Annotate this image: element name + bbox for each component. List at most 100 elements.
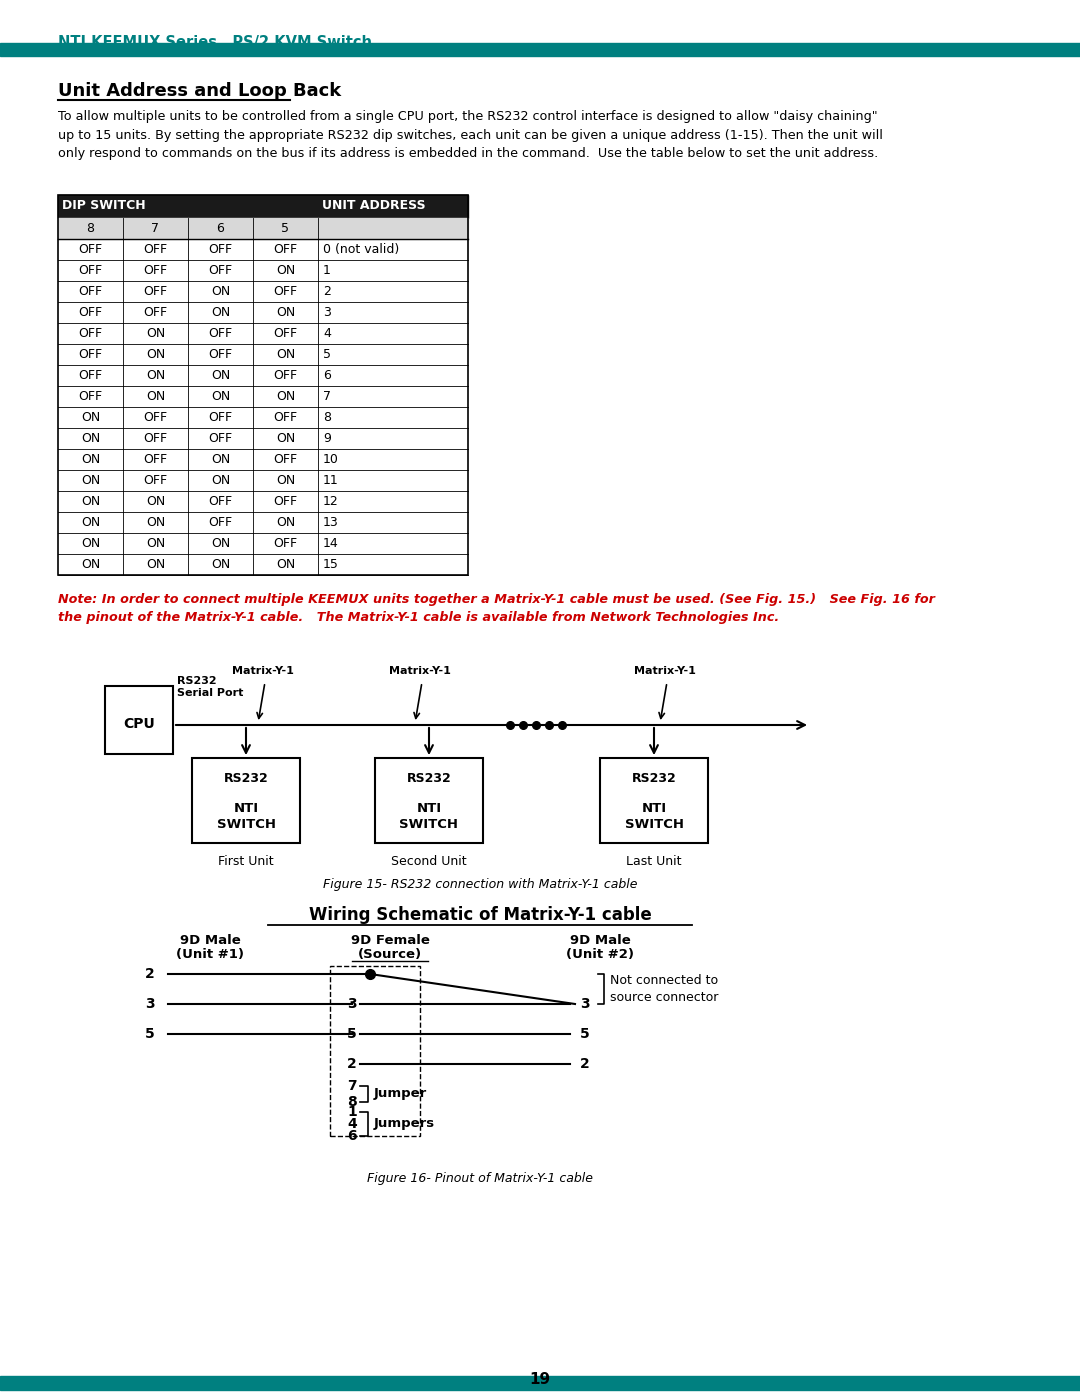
Text: Jumper: Jumper [374, 1087, 428, 1101]
Text: ON: ON [211, 453, 230, 467]
Text: 9D Male: 9D Male [569, 935, 631, 947]
Text: 5: 5 [145, 1027, 156, 1041]
Text: ON: ON [146, 495, 165, 509]
Text: OFF: OFF [79, 348, 103, 360]
Text: OFF: OFF [79, 243, 103, 256]
Text: (Source): (Source) [357, 949, 422, 961]
Text: 9D Male: 9D Male [179, 935, 241, 947]
Text: 9D Female: 9D Female [351, 935, 430, 947]
Text: Serial Port: Serial Port [177, 687, 243, 698]
Text: 8: 8 [348, 1095, 357, 1109]
Text: OFF: OFF [273, 411, 298, 425]
Text: OFF: OFF [208, 348, 232, 360]
Text: 11: 11 [323, 474, 339, 488]
Text: ON: ON [211, 285, 230, 298]
Text: ON: ON [81, 432, 100, 446]
Text: OFF: OFF [273, 536, 298, 550]
Text: Note: In order to connect multiple KEEMUX units together a Matrix-Y-1 cable must: Note: In order to connect multiple KEEMU… [58, 592, 935, 624]
Text: 3: 3 [580, 997, 590, 1011]
Text: 1: 1 [323, 264, 330, 277]
Text: ON: ON [275, 306, 295, 319]
Text: Matrix-Y-1: Matrix-Y-1 [389, 666, 451, 676]
Text: 12: 12 [323, 495, 339, 509]
Text: 5: 5 [580, 1027, 590, 1041]
Text: ON: ON [211, 474, 230, 488]
Bar [0, 1382, 1080, 1390]
Text: Unit Address and Loop Back: Unit Address and Loop Back [58, 82, 341, 101]
Text: OFF: OFF [144, 453, 167, 467]
Text: OFF: OFF [273, 243, 298, 256]
Text: 7: 7 [348, 1078, 357, 1092]
Bar [600, 759, 708, 842]
Text: SWITCH: SWITCH [216, 819, 275, 831]
Text: ON: ON [275, 348, 295, 360]
Text: RS232: RS232 [177, 676, 217, 686]
Text: Wiring Schematic of Matrix-Y-1 cable: Wiring Schematic of Matrix-Y-1 cable [309, 907, 651, 923]
Text: Not connected to
source connector: Not connected to source connector [610, 974, 718, 1004]
Text: SWITCH: SWITCH [400, 819, 459, 831]
Text: 3: 3 [348, 997, 357, 1011]
Text: OFF: OFF [273, 327, 298, 339]
Text: 14: 14 [323, 536, 339, 550]
Text: 10: 10 [323, 453, 339, 467]
Text: 2: 2 [145, 967, 156, 981]
Text: 2: 2 [323, 285, 330, 298]
Text: Figure 16- Pinout of Matrix-Y-1 cable: Figure 16- Pinout of Matrix-Y-1 cable [367, 1172, 593, 1185]
Text: ON: ON [81, 495, 100, 509]
Text: ON: ON [275, 557, 295, 571]
Text: ON: ON [81, 536, 100, 550]
Text: (Unit #1): (Unit #1) [176, 949, 244, 961]
Text: ON: ON [211, 369, 230, 381]
Text: OFF: OFF [144, 285, 167, 298]
Text: 6: 6 [217, 222, 225, 235]
Text: 4: 4 [323, 327, 330, 339]
Text: ON: ON [146, 515, 165, 529]
Text: ON: ON [81, 411, 100, 425]
Text: OFF: OFF [144, 432, 167, 446]
Text: NTI KEEMUX Series   PS/2 KVM Switch: NTI KEEMUX Series PS/2 KVM Switch [58, 35, 372, 50]
Text: ON: ON [211, 306, 230, 319]
Text: ON: ON [211, 536, 230, 550]
Text: OFF: OFF [144, 474, 167, 488]
Bar [58, 218, 468, 239]
Text: OFF: OFF [273, 495, 298, 509]
Text: UNIT ADDRESS: UNIT ADDRESS [322, 198, 426, 212]
Bar [192, 759, 300, 842]
Text: OFF: OFF [208, 515, 232, 529]
Text: 9: 9 [323, 432, 330, 446]
Text: NTI: NTI [233, 802, 258, 814]
Text: First Unit: First Unit [218, 855, 274, 868]
Text: OFF: OFF [79, 327, 103, 339]
Text: Matrix-Y-1: Matrix-Y-1 [634, 666, 696, 676]
Text: 5: 5 [323, 348, 330, 360]
Text: 3: 3 [323, 306, 330, 319]
Text: 3: 3 [146, 997, 156, 1011]
Text: 7: 7 [323, 390, 330, 402]
Text: CPU: CPU [123, 717, 154, 731]
Text: ON: ON [146, 557, 165, 571]
Text: ON: ON [81, 474, 100, 488]
Text: OFF: OFF [144, 264, 167, 277]
Text: ON: ON [146, 369, 165, 381]
Text: NTI: NTI [642, 802, 666, 814]
Text: 6: 6 [348, 1129, 357, 1143]
Text: 7: 7 [151, 222, 160, 235]
Bar [0, 43, 1080, 47]
Text: OFF: OFF [144, 306, 167, 319]
Text: RS232: RS232 [632, 773, 676, 785]
Text: DIP SWITCH: DIP SWITCH [62, 198, 146, 212]
Bar [0, 1376, 1080, 1382]
Text: OFF: OFF [273, 285, 298, 298]
Text: OFF: OFF [144, 243, 167, 256]
Text: 1: 1 [348, 1105, 357, 1119]
Text: Jumpers: Jumpers [374, 1118, 435, 1130]
Bar [375, 759, 483, 842]
Text: OFF: OFF [208, 495, 232, 509]
Text: 6: 6 [323, 369, 330, 381]
Text: 5: 5 [282, 222, 289, 235]
Text: ON: ON [146, 536, 165, 550]
Text: ON: ON [275, 264, 295, 277]
Text: ON: ON [275, 432, 295, 446]
Text: OFF: OFF [208, 411, 232, 425]
Text: To allow multiple units to be controlled from a single CPU port, the RS232 contr: To allow multiple units to be controlled… [58, 110, 882, 161]
